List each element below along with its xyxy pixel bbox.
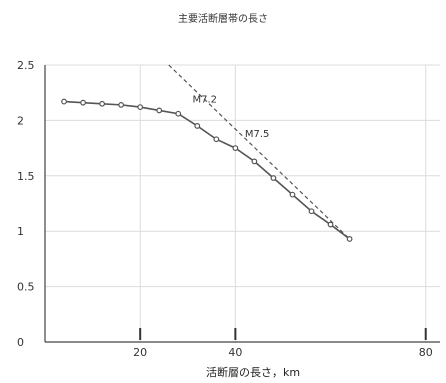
y-tick-label: 1.5 <box>17 170 35 183</box>
annotation-label: M7.5 <box>245 129 270 140</box>
data-point <box>346 236 353 242</box>
trend-line <box>168 64 350 240</box>
data-point <box>156 107 163 114</box>
y-axis-ticks: 0 0.5 1 1.5 2 2.5 <box>17 59 35 349</box>
data-point <box>327 221 334 228</box>
x-tick-label: 20 <box>133 346 147 359</box>
grid <box>45 64 440 342</box>
series-line <box>63 100 351 240</box>
data-point <box>80 99 86 106</box>
data-point <box>194 123 201 129</box>
data-point <box>137 104 144 111</box>
data-point <box>308 208 315 215</box>
data-point <box>118 101 125 108</box>
y-tick-label: 0.5 <box>17 281 35 294</box>
x-tick-label: 40 <box>228 346 242 359</box>
data-point <box>289 191 296 198</box>
annotations: M7.2 M7.5 <box>193 95 270 140</box>
axes <box>44 65 440 343</box>
y-tick-label: 0 <box>17 336 24 349</box>
x-axis-label: 活断層の長さ，km <box>206 365 300 379</box>
data-point <box>270 175 277 181</box>
data-point <box>232 145 239 152</box>
y-tick-label: 2 <box>17 114 24 127</box>
y-tick-label: 1 <box>17 225 24 238</box>
data-point <box>213 136 220 143</box>
y-tick-label: 2.5 <box>17 59 35 72</box>
x-axis-ticks: 20 40 80 <box>133 328 433 359</box>
data-point <box>61 98 67 105</box>
annotation-label: M7.2 <box>193 95 218 106</box>
series <box>61 64 353 242</box>
chart-title: 主要活断層帯の長さ <box>178 12 268 25</box>
data-point <box>251 158 258 165</box>
data-point <box>99 100 106 107</box>
data-point <box>175 110 182 117</box>
x-tick-label: 80 <box>419 346 433 359</box>
